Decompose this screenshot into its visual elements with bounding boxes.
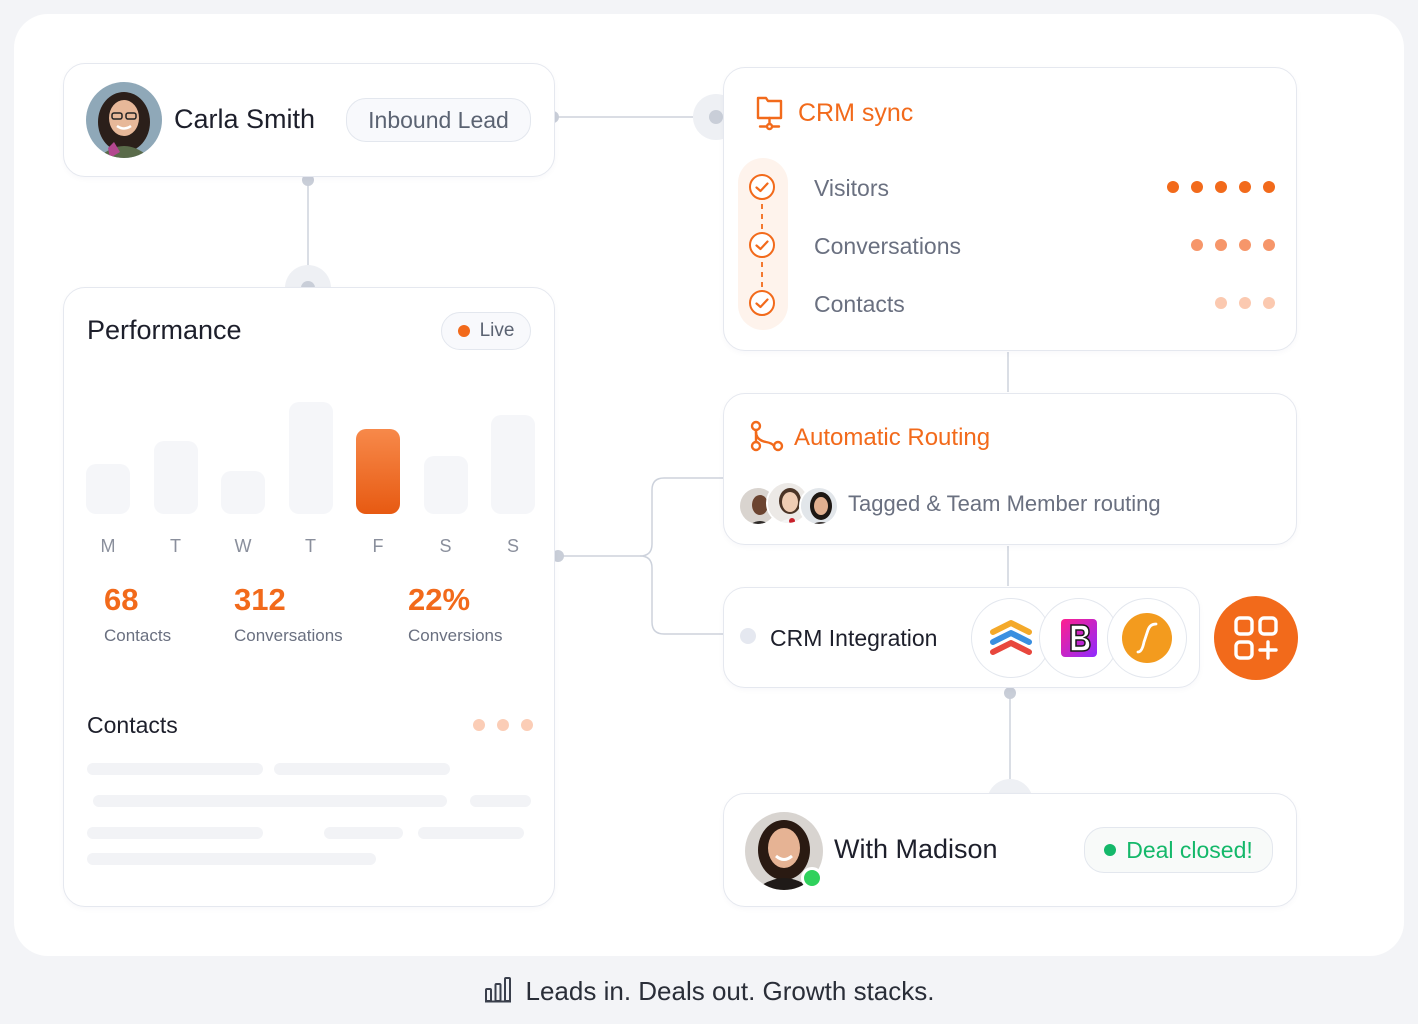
skeleton-line [93,795,447,807]
skeleton-line [274,763,450,775]
progress-dot [1167,181,1179,193]
progress-dot [1215,239,1227,251]
crm-sync-title: CRM sync [798,99,914,127]
check-circle-icon [748,231,776,264]
bar-3 [288,401,333,514]
status-dot [740,628,756,644]
crm-sync-card [723,67,1297,351]
s-curve-logo[interactable] [1107,598,1187,678]
footer: Leads in. Deals out. Growth stacks. [0,966,1418,1016]
stat-contacts-label: Contacts [104,626,172,645]
stat-conversations-value: 312 [234,582,286,617]
footer-tagline: Leads in. Deals out. Growth stacks. [525,975,935,1006]
integration-title: CRM Integration [770,625,938,651]
progress-dot [1215,181,1227,193]
closed-name: With Madison [834,834,998,864]
day-label-6: S [506,536,519,556]
progress-dot [1239,297,1251,309]
deal-closed-label: Deal closed! [1126,836,1253,863]
contacts-dot [497,719,509,731]
lead-badge: Inbound Lead [346,98,531,142]
deal-closed-badge: Deal closed! [1084,827,1273,873]
routing-subtitle: Tagged & Team Member routing [848,491,1161,516]
online-indicator [801,867,823,889]
day-label-0: M [100,536,116,556]
check-circle-icon [748,289,776,322]
success-dot [1104,844,1117,856]
bar-4 [356,428,400,514]
progress-dot [1191,181,1203,193]
stacked-chevrons-logo[interactable] [971,598,1051,678]
contacts-dot [521,719,533,731]
bar-6 [491,415,535,514]
skeleton-line [470,795,531,807]
skeleton-line [87,827,263,839]
skeleton-line [324,827,403,839]
progress-dot [1263,181,1275,193]
step-conversations: Conversations [814,233,962,259]
day-label-4: F [372,536,384,556]
performance-title: Performance [87,315,242,345]
apps-add-icon[interactable] [1214,596,1298,680]
progress-dot [1239,181,1251,193]
bar-1 [153,440,198,514]
check-circle-icon [748,173,776,206]
stat-conversions-label: Conversions [408,626,503,645]
team-avatar [799,486,839,526]
bar-0 [86,463,130,514]
day-label-3: T [305,536,316,556]
contacts-dot [473,719,485,731]
routing-title: Automatic Routing [794,424,991,451]
day-label-2: W [234,536,252,556]
steps-connector [761,204,763,290]
stat-contacts-value: 68 [104,582,139,617]
day-label-1: T [170,536,181,556]
bar-2 [221,471,265,514]
stat-conversions-value: 22% [408,582,471,617]
progress-dot [1263,297,1275,309]
monitor-sync-icon [754,94,786,132]
step-visitors: Visitors [814,175,889,201]
progress-dot [1215,297,1227,309]
lead-name: Carla Smith [174,104,316,134]
route-icon [750,420,784,457]
live-badge: Live [441,312,531,350]
b-logo[interactable] [1039,598,1119,678]
skeleton-line [87,853,376,865]
progress-dot [1191,239,1203,251]
progress-dot [1239,239,1251,251]
skeleton-line [87,763,263,775]
contacts-title: Contacts [87,712,178,738]
carla-avatar [86,82,162,158]
progress-dot [1263,239,1275,251]
skeleton-line [418,827,524,839]
day-label-5: S [439,536,452,556]
stat-conversations-label: Conversations [234,626,343,645]
bar-5 [423,456,468,514]
bar-chart-icon [484,975,512,1008]
step-contacts: Contacts [814,291,905,317]
live-dot [457,325,470,337]
live-label: Live [479,320,515,341]
